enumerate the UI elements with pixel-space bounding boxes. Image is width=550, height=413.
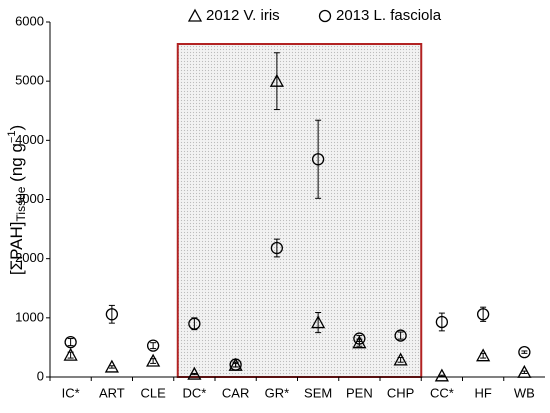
data-point bbox=[518, 345, 531, 359]
x-tick-label: WB bbox=[514, 385, 535, 400]
x-tick-label: CC* bbox=[430, 385, 454, 400]
y-tick-label: 6000 bbox=[15, 13, 44, 28]
data-point bbox=[229, 358, 242, 371]
data-point bbox=[394, 329, 407, 342]
x-tick-label: PEN bbox=[346, 385, 373, 400]
y-axis-label: [ΣPAH]Tissue (ng g−1) bbox=[6, 125, 28, 275]
highlight-box bbox=[176, 43, 423, 378]
x-tick-label: HF bbox=[474, 385, 491, 400]
y-tick-label: 3000 bbox=[15, 191, 44, 206]
x-tick-label: CLE bbox=[140, 385, 166, 400]
data-point bbox=[352, 335, 367, 349]
data-point bbox=[146, 339, 160, 352]
y-label-main: [ΣPAH] bbox=[7, 221, 26, 275]
x-tick-label: CHP bbox=[387, 385, 414, 400]
y-tick-label: 1000 bbox=[15, 309, 44, 324]
legend-label: 2013 L. fasciola bbox=[336, 7, 442, 24]
x-tick-label: DC* bbox=[182, 385, 206, 400]
data-point bbox=[269, 73, 284, 87]
y-tick-label: 0 bbox=[37, 368, 44, 383]
legend-label: 2012 V. iris bbox=[206, 7, 280, 24]
y-label-unit: (ng g bbox=[7, 143, 26, 182]
data-point bbox=[311, 153, 325, 166]
y-label-end: ) bbox=[7, 125, 26, 131]
data-point bbox=[311, 315, 326, 329]
data-point bbox=[188, 317, 201, 330]
y-tick-label: 5000 bbox=[15, 73, 44, 88]
x-tick-label: CAR bbox=[222, 385, 249, 400]
data-point bbox=[434, 368, 449, 382]
x-tick-label: GR* bbox=[265, 385, 290, 400]
data-point bbox=[476, 348, 491, 362]
y-label-sup: −1 bbox=[6, 131, 18, 144]
data-point bbox=[187, 366, 202, 380]
data-point bbox=[63, 347, 78, 361]
data-point bbox=[517, 364, 532, 378]
data-point bbox=[104, 359, 119, 373]
data-point bbox=[353, 332, 366, 345]
legend-marker bbox=[318, 9, 332, 23]
data-point bbox=[64, 335, 77, 349]
legend-marker bbox=[187, 8, 203, 22]
x-tick-label: ART bbox=[99, 385, 125, 400]
data-point bbox=[270, 241, 284, 255]
data-point bbox=[146, 353, 161, 367]
x-tick-label: IC* bbox=[62, 385, 80, 400]
y-tick-label: 4000 bbox=[15, 132, 44, 147]
x-tick-label: SEM bbox=[304, 385, 332, 400]
y-tick-label: 2000 bbox=[15, 250, 44, 265]
y-label-sub: Tissue bbox=[14, 186, 28, 221]
data-point bbox=[476, 308, 490, 321]
data-point bbox=[393, 352, 408, 366]
data-point bbox=[435, 315, 449, 329]
data-point bbox=[105, 308, 119, 321]
